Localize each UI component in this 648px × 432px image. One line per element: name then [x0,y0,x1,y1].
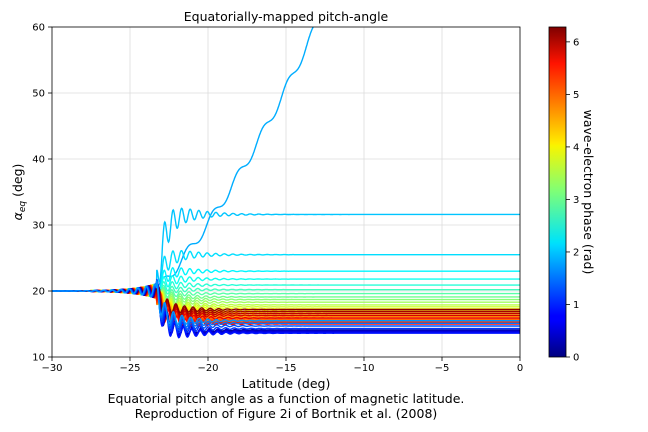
colorbar-tick-label: 1 [573,300,579,311]
colorbar-tick-label: 3 [573,195,579,206]
y-tick-label: 50 [32,89,45,100]
colorbar-ticks: 0 1 2 3 4 5 6 [566,37,579,364]
y-tick-label: 10 [32,353,45,364]
colorbar-tick-label: 6 [573,37,579,48]
caption-line-1: Equatorial pitch angle as a function of … [108,391,465,406]
x-tick-label: −10 [353,363,374,374]
pitch-angle-series-line [52,280,520,326]
x-tick-label: 0 [517,363,523,374]
y-tick-label: 60 [32,23,45,34]
x-tick-label: −30 [41,363,62,374]
pitch-angle-lines [52,27,520,339]
colorbar-label: wave-electron phase (rad) [581,110,596,275]
y-axis-label: αeq (deg) [10,164,28,221]
colorbar-tick-label: 0 [573,353,579,364]
x-axis-label: Latitude (deg) [242,376,331,391]
caption-line-2: Reproduction of Figure 2i of Bortnik et … [135,406,438,421]
y-tick-label: 20 [32,287,45,298]
x-tick-label: −25 [119,363,140,374]
x-tick-label: −20 [197,363,218,374]
y-tick-label: 40 [32,155,45,166]
colorbar-tick-label: 2 [573,247,579,258]
x-axis-ticks: −30 −25 −20 −15 −10 −5 0 [41,357,523,374]
colorbar-tick-label: 5 [573,90,579,101]
colorbar-tick-label: 4 [573,142,579,153]
y-tick-label: 30 [32,221,45,232]
x-tick-label: −5 [435,363,450,374]
chart-title: Equatorially-mapped pitch-angle [184,9,389,24]
x-tick-label: −15 [275,363,296,374]
y-axis-ticks: 10 20 30 40 50 60 [32,23,52,364]
colorbar [548,26,567,358]
